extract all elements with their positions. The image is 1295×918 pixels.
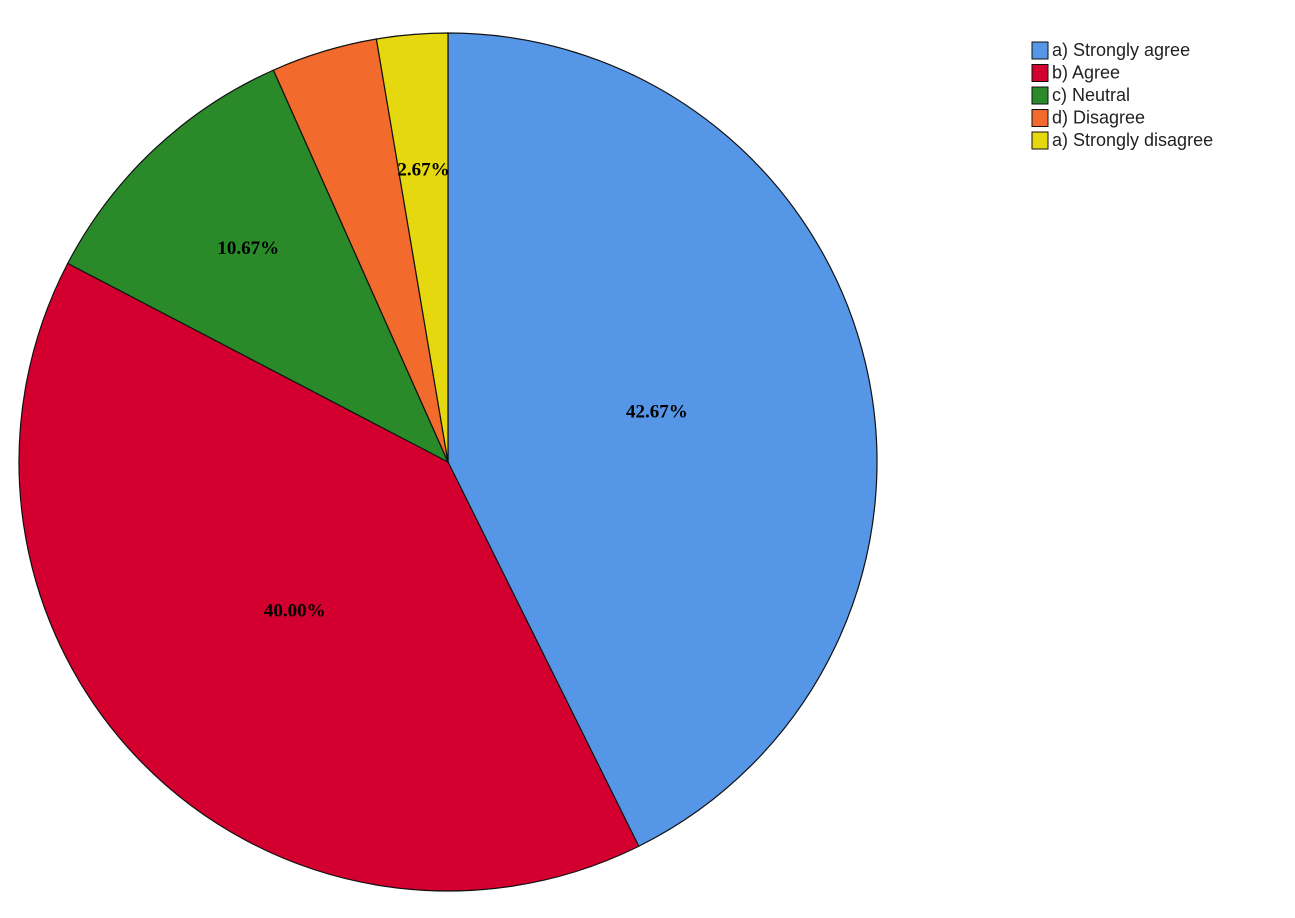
legend-label: d) Disagree	[1052, 107, 1145, 127]
pie-slice	[18, 262, 640, 892]
legend-label: c) Neutral	[1052, 85, 1130, 105]
legend-label: a) Strongly agree	[1052, 40, 1190, 60]
legend-swatch	[1031, 86, 1049, 105]
pie-slice	[66, 69, 450, 464]
legend-label: a) Strongly disagree	[1052, 130, 1213, 150]
legend-label: b) Agree	[1052, 62, 1120, 82]
legend-swatch	[1031, 109, 1049, 127]
pie-slice	[447, 32, 878, 848]
data-label: 40.00%	[264, 600, 326, 621]
legend-swatch	[1031, 41, 1049, 60]
legend-swatch	[1031, 131, 1049, 150]
pie-slice	[375, 32, 449, 463]
data-label: 10.67%	[217, 238, 279, 259]
data-label: 2.67%	[397, 160, 449, 181]
data-label: 42.67%	[626, 401, 688, 422]
legend-swatch	[1031, 64, 1049, 82]
